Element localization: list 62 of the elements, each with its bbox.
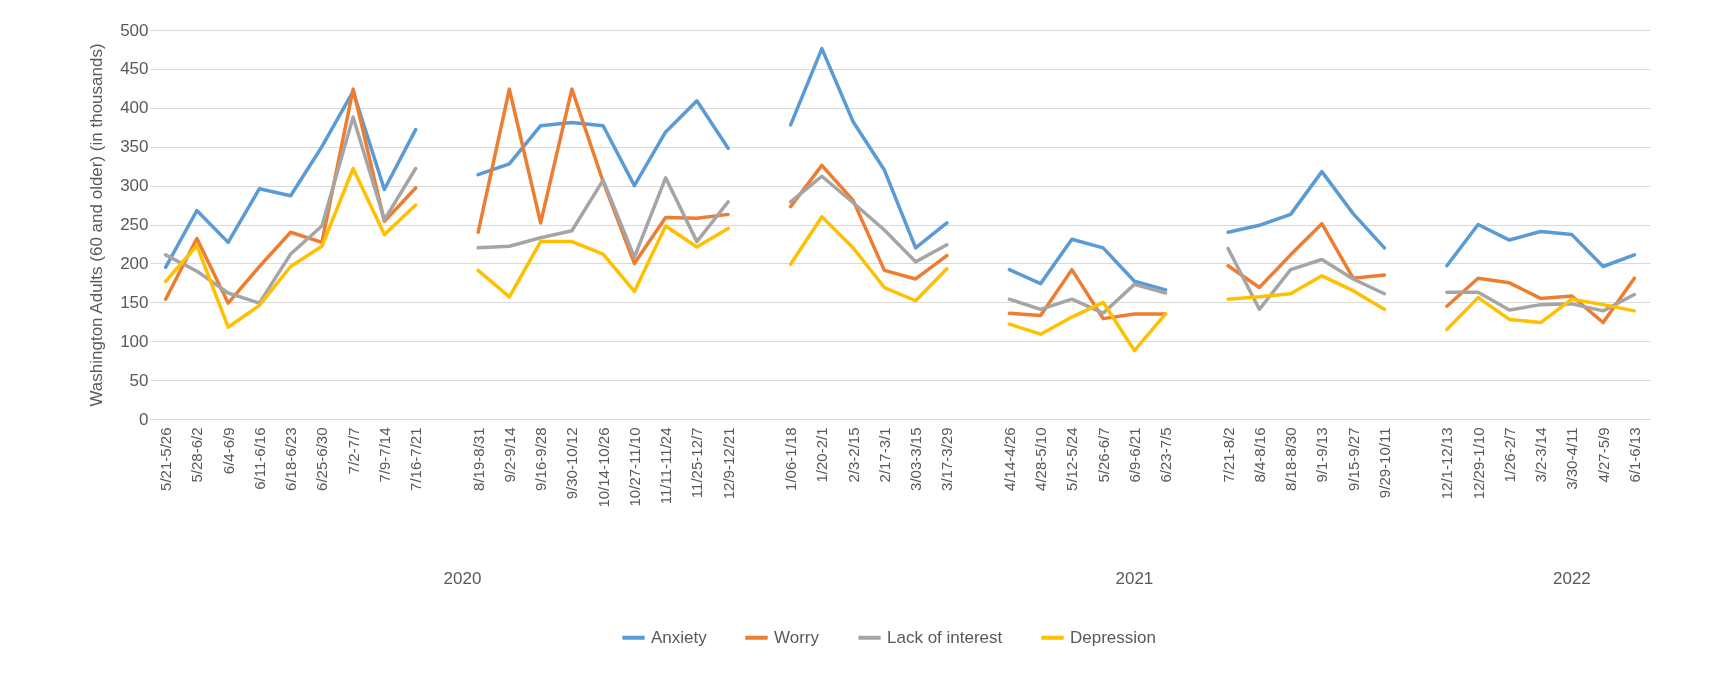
x-tick-label: 11/11-11/24: [657, 427, 675, 505]
x-tick-label: 4/28-5/10: [1032, 427, 1050, 491]
y-tick-label: 350: [120, 137, 149, 157]
y-tick-label: 250: [120, 215, 149, 234]
x-tick-label: 6/25-6/30: [313, 427, 331, 491]
x-tick-label: 9/29-10/11: [1375, 427, 1393, 499]
x-tick-label: 6/23-7/5: [1157, 427, 1175, 483]
y-tick-label: 450: [120, 59, 149, 79]
x-tick-label: 12/1-12/13: [1438, 427, 1456, 500]
y-tick-label: 0: [139, 409, 149, 429]
x-tick-label: 10/14-10/26: [594, 427, 612, 508]
x-tick-label: 7/21-8/2: [1219, 427, 1237, 483]
x-tick-label: 9/30-10/12: [563, 427, 581, 500]
x-tick-label: 1/06-1/18: [782, 427, 800, 491]
legend-label: Lack of interest: [887, 627, 1003, 647]
x-tick-label: 6/9-6/21: [1125, 427, 1143, 483]
x-tick-label: 6/18-6/23: [282, 427, 300, 491]
x-tick-label: 12/9-12/21: [719, 427, 737, 500]
y-tick-label: 300: [120, 176, 149, 196]
x-tick-label: 12/29-1/10: [1469, 427, 1487, 500]
legend-label: Depression: [1070, 627, 1156, 647]
text: 2022: [1552, 569, 1591, 588]
x-tick-label: 1/26-2/7: [1500, 427, 1518, 483]
x-tick-label: 8/18-8/30: [1282, 427, 1300, 491]
x-tick-label: 9/15-9/27: [1344, 427, 1362, 491]
x-tick-label: 5/28-6/2: [188, 427, 206, 483]
y-axis-title: Washington Adults (60 and older) (in thousands): [87, 43, 107, 407]
y-tick-label: 500: [120, 20, 149, 40]
y-tick-label: 100: [120, 331, 149, 351]
x-tick-label: 6/1-6/13: [1625, 427, 1643, 483]
x-tick-label: 9/1-9/13: [1313, 427, 1331, 483]
x-tick-label: 8/19-8/31: [469, 427, 487, 491]
y-tick-label: 150: [120, 292, 149, 312]
text: 2021: [1115, 569, 1154, 588]
x-tick-label: 7/16-7/21: [407, 427, 425, 491]
x-tick-label: 3/2-3/14: [1532, 427, 1550, 483]
legend-label: Anxiety: [651, 627, 708, 647]
x-tick-label: 7/9-7/14: [375, 427, 393, 483]
x-tick-label: 7/2-7/7: [344, 427, 362, 475]
x-tick-label: 3/17-3/29: [938, 427, 956, 491]
x-tick-label: 6/11-6/16: [250, 427, 268, 490]
legend-label: Worry: [774, 627, 820, 647]
x-tick-label: 9/2-9/14: [500, 427, 518, 483]
x-tick-label: 2/3-2/15: [844, 427, 862, 483]
y-tick-label: 50: [129, 370, 149, 390]
y-tick-label: 400: [120, 98, 149, 118]
y-tick-label: 200: [120, 253, 149, 273]
x-tick-label: 4/14-4/26: [1000, 427, 1018, 491]
x-tick-label: 5/12-5/24: [1063, 427, 1081, 491]
x-tick-label: 6/4-6/9: [219, 427, 237, 475]
x-tick-label: 5/26-6/7: [1094, 427, 1112, 483]
x-tick-label: 1/20-2/1: [813, 427, 831, 483]
x-tick-label: 9/16-9/28: [532, 427, 550, 491]
x-tick-label: 5/21-5/26: [157, 427, 175, 491]
x-tick-label: 8/4-8/16: [1250, 427, 1268, 483]
text: 2020: [443, 569, 482, 588]
x-tick-label: 3/30-4/11: [1563, 427, 1581, 490]
x-tick-label: 4/27-5/9: [1594, 427, 1612, 483]
x-tick-label: 11/25-12/7: [688, 427, 706, 499]
x-tick-label: 10/27-11/10: [625, 427, 643, 507]
x-tick-label: 2/17-3/1: [875, 427, 893, 483]
x-tick-label: 3/03-3/15: [907, 427, 925, 491]
